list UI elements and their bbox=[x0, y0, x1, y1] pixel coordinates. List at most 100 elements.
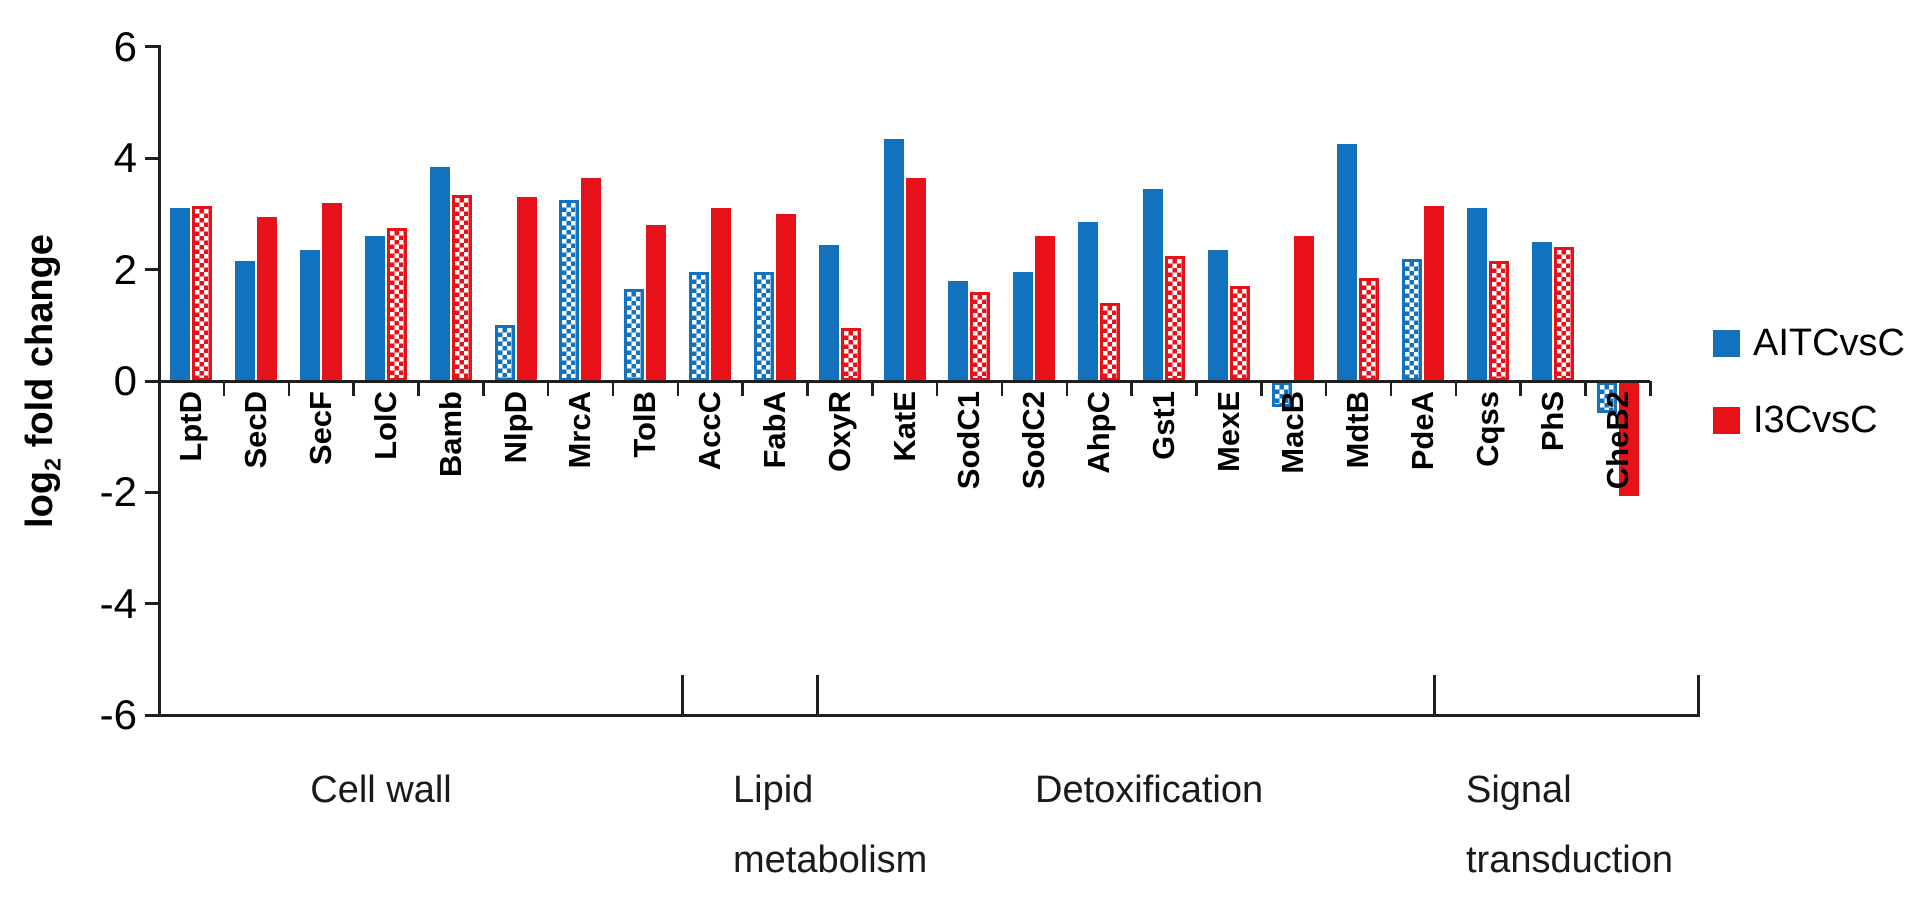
x-axis-slot-tick bbox=[158, 381, 161, 396]
y-tick-label-0: 0 bbox=[113, 357, 137, 404]
bar-SodC2-AITCvsC bbox=[1013, 272, 1034, 381]
x-axis-slot-tick bbox=[1649, 381, 1652, 396]
bar-CheB2-AITCvsC bbox=[1596, 382, 1617, 413]
x-label-SodC1: SodC1 bbox=[951, 391, 987, 490]
x-axis-slot-tick bbox=[1324, 381, 1328, 396]
x-axis-slot-tick bbox=[741, 381, 744, 396]
bar-KatE-AITCvsC bbox=[883, 138, 904, 381]
x-label-AccC: AccC bbox=[692, 391, 728, 471]
x-label-Cqss: Cqss bbox=[1469, 391, 1505, 467]
bar-AhpC-I3CvsC bbox=[1099, 303, 1120, 381]
category-label-cell-wall-line1: Cell wall bbox=[310, 769, 452, 811]
category-separator bbox=[1697, 675, 1700, 715]
bar-SodC1-I3CvsC bbox=[970, 291, 991, 381]
category-separator bbox=[681, 675, 684, 715]
x-axis-slot-tick bbox=[871, 381, 874, 396]
x-axis-slot-tick bbox=[1065, 381, 1069, 396]
x-axis-slot-tick bbox=[1454, 381, 1458, 396]
bar-AccC-AITCvsC bbox=[689, 272, 710, 381]
category-axis-baseline bbox=[159, 713, 1700, 717]
x-axis-slot-tick bbox=[806, 381, 809, 396]
bar-LolC-I3CvsC bbox=[386, 227, 407, 381]
bar-LolC-AITCvsC bbox=[364, 236, 385, 381]
x-axis-slot-tick bbox=[1389, 381, 1393, 396]
legend-swatch-aitcvsc bbox=[1713, 329, 1740, 357]
x-label-CheB2: CheB2 bbox=[1599, 391, 1635, 490]
x-label-Gst1: Gst1 bbox=[1145, 391, 1181, 460]
bar-Cqss-AITCvsC bbox=[1466, 208, 1487, 381]
x-label-MacB: MacB bbox=[1275, 391, 1311, 474]
y-tick-4 bbox=[145, 156, 159, 160]
x-axis-slot-tick bbox=[1584, 381, 1587, 396]
bar-Cqss-I3CvsC bbox=[1488, 261, 1509, 381]
bar-PhS-I3CvsC bbox=[1553, 247, 1574, 381]
x-axis-slot-tick bbox=[1000, 381, 1004, 396]
x-label-NlpD: NlpD bbox=[497, 391, 533, 464]
bar-Bamb-AITCvsC bbox=[429, 166, 450, 381]
x-label-MrcA: MrcA bbox=[562, 391, 598, 469]
x-label-AhpC: AhpC bbox=[1080, 391, 1116, 474]
bar-TolB-AITCvsC bbox=[624, 289, 645, 381]
x-label-MdtB: MdtB bbox=[1340, 391, 1376, 469]
y-tick-label-2: 2 bbox=[113, 245, 137, 293]
x-label-PhS: PhS bbox=[1534, 391, 1570, 452]
bar-MdtB-I3CvsC bbox=[1359, 278, 1380, 381]
bar-MexE-I3CvsC bbox=[1229, 286, 1250, 381]
bar-Gst1-AITCvsC bbox=[1142, 188, 1163, 381]
bar-MacB-AITCvsC bbox=[1272, 382, 1293, 408]
x-axis-slot-tick bbox=[1130, 381, 1133, 396]
y-tick-6 bbox=[145, 45, 159, 49]
x-axis-slot-tick bbox=[352, 381, 355, 396]
y-tick--2 bbox=[145, 490, 159, 494]
bar-SecF-I3CvsC bbox=[322, 202, 343, 381]
x-label-TolB: TolB bbox=[627, 391, 663, 458]
bar-Bamb-I3CvsC bbox=[451, 194, 472, 381]
legend-swatch-i3cvsc bbox=[1713, 406, 1740, 434]
bar-SodC1-AITCvsC bbox=[948, 280, 969, 381]
category-label-detoxification-line1: Detoxification bbox=[1035, 769, 1264, 811]
bar-SodC2-I3CvsC bbox=[1035, 236, 1056, 381]
y-tick-0 bbox=[145, 379, 159, 383]
y-axis-title-subscript: 2 bbox=[39, 457, 66, 471]
x-label-SecF: SecF bbox=[303, 391, 339, 466]
x-label-SodC2: SodC2 bbox=[1016, 391, 1052, 490]
x-axis-slot-tick bbox=[935, 381, 939, 396]
bar-MexE-AITCvsC bbox=[1207, 250, 1228, 381]
bar-PhS-AITCvsC bbox=[1531, 241, 1552, 381]
x-label-KatE: KatE bbox=[886, 391, 922, 462]
y-tick-label-4: 4 bbox=[113, 134, 137, 182]
bar-NlpD-AITCvsC bbox=[494, 325, 515, 381]
bar-FabA-I3CvsC bbox=[775, 213, 796, 381]
legend-item-aitcvsc: AITCvsC bbox=[1713, 322, 1905, 364]
category-label-signal-transduction-line1: Signal bbox=[1466, 769, 1572, 811]
legend: AITCvsC I3CvsC bbox=[1713, 322, 1905, 476]
x-label-LptD: LptD bbox=[173, 391, 209, 462]
bar-CheB2-I3CvsC bbox=[1618, 382, 1639, 497]
bar-SecF-AITCvsC bbox=[300, 250, 321, 381]
bar-Gst1-I3CvsC bbox=[1164, 255, 1185, 381]
x-label-Bamb: Bamb bbox=[432, 391, 468, 478]
x-axis-slot-tick bbox=[1260, 381, 1263, 396]
category-label-lipid-metabolism-line1: Lipid bbox=[733, 769, 814, 811]
x-axis-slot-tick bbox=[1519, 381, 1522, 396]
category-label-signal-transduction-line2: transduction bbox=[1466, 839, 1674, 881]
bar-MrcA-AITCvsC bbox=[559, 200, 580, 381]
legend-label-aitcvsc: AITCvsC bbox=[1753, 322, 1905, 364]
bar-SecD-I3CvsC bbox=[257, 216, 278, 381]
x-axis-slot-tick bbox=[417, 381, 420, 396]
legend-item-i3cvsc: I3CvsC bbox=[1713, 399, 1905, 441]
bar-LptD-AITCvsC bbox=[170, 208, 191, 381]
y-tick-label--2: -2 bbox=[99, 468, 137, 516]
bar-MdtB-AITCvsC bbox=[1337, 144, 1358, 381]
x-label-MexE: MexE bbox=[1210, 391, 1246, 472]
bar-LptD-I3CvsC bbox=[192, 205, 213, 381]
x-label-OxyR: OxyR bbox=[821, 391, 857, 472]
x-axis-slot-tick bbox=[482, 381, 485, 396]
y-tick-2 bbox=[145, 268, 159, 272]
y-tick-label--4: -4 bbox=[99, 579, 137, 627]
x-axis-slot-tick bbox=[611, 381, 615, 396]
bar-AhpC-AITCvsC bbox=[1077, 222, 1098, 381]
y-tick-label--6: -6 bbox=[99, 691, 137, 739]
x-label-LolC: LolC bbox=[367, 391, 403, 460]
